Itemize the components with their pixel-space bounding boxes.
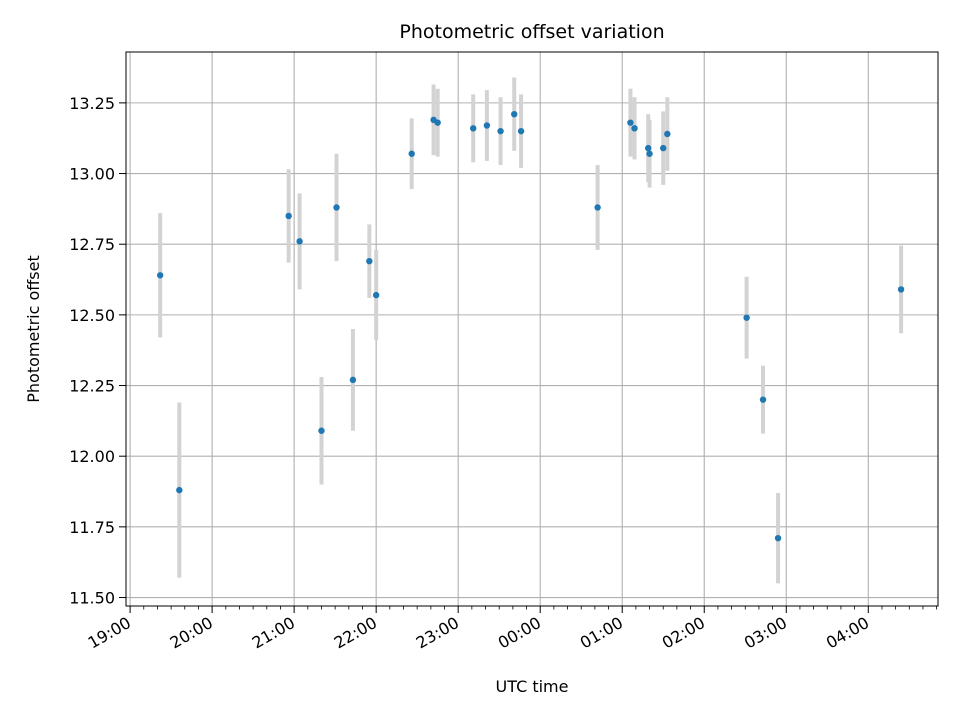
grid: [126, 52, 938, 606]
data-point: [408, 150, 415, 157]
y-axis-ticks: 11.50 11.75 12.00 12.25 12.50 12.75 13.00 13.25: [69, 94, 126, 608]
y-tick-label: 12.00: [69, 447, 115, 466]
chart-title: Photometric offset variation: [399, 21, 664, 43]
data-point: [349, 376, 357, 384]
data-point: [664, 130, 671, 138]
data-point: [511, 110, 518, 118]
data-point: [176, 486, 183, 494]
y-tick-label: 11.50: [69, 589, 115, 608]
data-point: [646, 150, 653, 157]
plot-frame: [125, 51, 939, 607]
y-tick-label: 12.50: [69, 306, 115, 325]
data-point: [483, 122, 491, 129]
x-axis-label: UTC time: [496, 677, 569, 696]
data-points: [156, 110, 905, 542]
data-point: [743, 314, 750, 321]
y-tick-label: 12.75: [69, 235, 115, 254]
data-point: [631, 125, 638, 132]
data-point: [470, 125, 477, 132]
data-point: [333, 204, 340, 211]
data-point: [759, 396, 767, 403]
data-point: [660, 144, 667, 152]
y-tick-label: 13.25: [69, 94, 115, 113]
data-point: [318, 427, 325, 434]
y-tick-label: 11.75: [69, 518, 115, 537]
data-point: [517, 127, 525, 135]
data-point: [627, 119, 634, 126]
data-point: [594, 204, 601, 211]
y-axis-label: Photometric offset: [24, 255, 43, 403]
data-point: [644, 144, 652, 152]
data-point: [366, 257, 373, 265]
data-point: [296, 238, 303, 245]
y-tick-label: 13.00: [69, 165, 115, 184]
data-point: [156, 272, 164, 279]
y-tick-label: 12.25: [69, 377, 115, 396]
data-point: [285, 212, 292, 220]
data-point: [774, 534, 782, 542]
data-point: [434, 119, 441, 126]
data-point: [372, 291, 380, 299]
data-point: [897, 286, 905, 293]
data-point: [497, 127, 504, 135]
